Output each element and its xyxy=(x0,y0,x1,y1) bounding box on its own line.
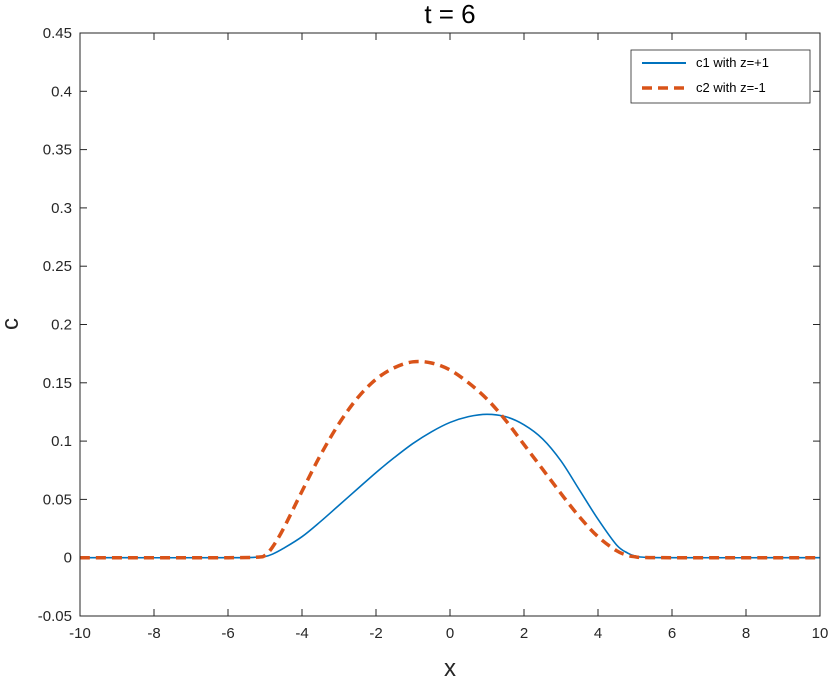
y-tick-label: -0.05 xyxy=(38,608,72,625)
legend-box xyxy=(630,49,811,104)
y-tick-labels: -0.05 0 0.05 0.1 0.15 0.2 0.25 0.3 0.35 0.4 0.45 xyxy=(38,25,72,625)
plot-frame xyxy=(79,32,821,617)
series-line-1 xyxy=(79,413,821,559)
plot-area xyxy=(80,33,820,616)
x-tick-label: 6 xyxy=(668,625,676,642)
x-tick-label: 4 xyxy=(594,625,602,642)
legend-label-c1: c1 with z=+1 xyxy=(696,55,769,70)
x-tick-label: 10 xyxy=(812,625,829,642)
y-tick-label: 0.25 xyxy=(43,258,72,275)
chart-title: t = 6 xyxy=(424,0,475,29)
x-tick-label: -2 xyxy=(369,625,382,642)
y-tick-label: 0.35 xyxy=(43,142,72,159)
legend-label-c2: c2 with z=-1 xyxy=(696,80,766,95)
x-tick-label: 2 xyxy=(520,625,528,642)
y-tick-label: 0.2 xyxy=(51,317,72,334)
x-tick-label: -4 xyxy=(295,625,308,642)
x-tick-label: -8 xyxy=(147,625,160,642)
x-axis-label: x xyxy=(444,655,456,680)
y-tick-label: 0.4 xyxy=(51,83,72,100)
x-tick-label: -10 xyxy=(69,625,91,642)
y-tick-label: 0 xyxy=(64,550,72,567)
y-tick-label: 0.1 xyxy=(51,433,72,450)
x-tick-labels: -10 -8 -6 -4 -2 0 2 4 6 8 10 xyxy=(69,625,828,642)
legend: c1 with z=+1 c2 with z=-1 xyxy=(630,49,811,104)
series-layer xyxy=(79,359,821,560)
y-tick-label: 0.45 xyxy=(43,25,72,42)
y-tick-label: 0.05 xyxy=(43,491,72,508)
y-tick-label: 0.15 xyxy=(43,375,72,392)
x-tick-label: 0 xyxy=(446,625,454,642)
y-tick-label: 0.3 xyxy=(51,200,72,217)
series-line-2 xyxy=(79,359,821,560)
y-axis-label: c xyxy=(0,318,24,330)
x-tick-label: -6 xyxy=(221,625,234,642)
x-tick-label: 8 xyxy=(742,625,750,642)
